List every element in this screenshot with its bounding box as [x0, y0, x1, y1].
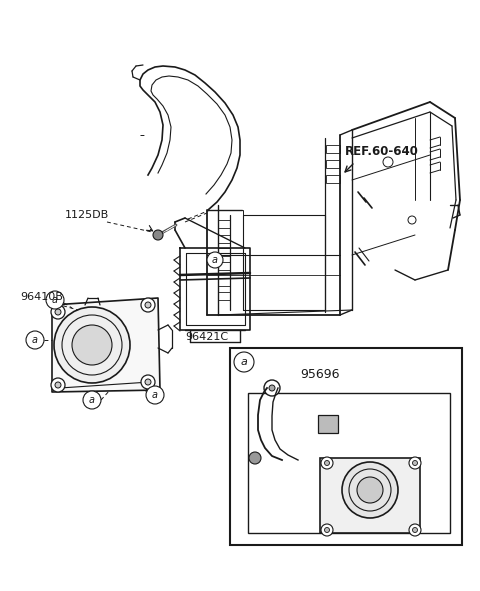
Circle shape [46, 291, 64, 309]
Bar [230, 348, 462, 545]
Text: 96410B: 96410B [20, 292, 63, 302]
Text: a: a [240, 357, 247, 367]
Circle shape [146, 386, 164, 404]
Bar [243, 215, 325, 310]
Text: 1125DB: 1125DB [65, 210, 109, 220]
Circle shape [409, 524, 421, 536]
Circle shape [145, 379, 151, 385]
Text: 96421C: 96421C [185, 332, 228, 342]
Bar [326, 175, 340, 183]
Bar [218, 292, 230, 300]
Circle shape [321, 457, 333, 469]
Circle shape [55, 382, 61, 388]
Circle shape [321, 524, 333, 536]
Circle shape [26, 331, 44, 349]
Bar [248, 393, 450, 533]
Circle shape [54, 307, 130, 383]
Circle shape [324, 460, 329, 466]
Circle shape [141, 298, 155, 312]
Bar [218, 278, 230, 286]
Text: a: a [152, 390, 158, 400]
Circle shape [145, 302, 151, 308]
Circle shape [357, 477, 383, 503]
Circle shape [207, 252, 223, 268]
Circle shape [72, 325, 112, 365]
Bar [218, 235, 230, 243]
Circle shape [324, 528, 329, 532]
Text: 95696: 95696 [300, 368, 339, 381]
Text: REF.60-640: REF.60-640 [345, 145, 419, 158]
Circle shape [51, 305, 65, 319]
Circle shape [412, 460, 418, 466]
Circle shape [234, 352, 254, 372]
Circle shape [412, 528, 418, 532]
Bar [218, 248, 230, 256]
Bar [326, 160, 340, 168]
Circle shape [141, 375, 155, 389]
Text: a: a [212, 255, 218, 265]
Circle shape [409, 457, 421, 469]
Bar [218, 220, 230, 228]
Circle shape [55, 309, 61, 315]
Text: a: a [32, 335, 38, 345]
Circle shape [83, 391, 101, 409]
Polygon shape [52, 298, 160, 392]
Circle shape [153, 230, 163, 240]
Text: a: a [52, 295, 58, 305]
Circle shape [249, 452, 261, 464]
Circle shape [342, 462, 398, 518]
Circle shape [269, 385, 275, 391]
Bar [318, 415, 338, 433]
Bar [326, 145, 340, 153]
Bar [218, 262, 230, 270]
Circle shape [264, 380, 280, 396]
Circle shape [51, 378, 65, 392]
Bar [320, 458, 420, 533]
Text: a: a [89, 395, 95, 405]
